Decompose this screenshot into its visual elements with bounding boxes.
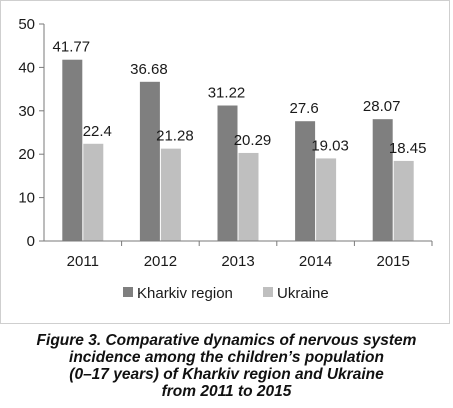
legend-item-ukraine-swatch [263,287,273,297]
bar-ukraine [316,158,337,241]
value-labels: 41.77 22.4 36.68 21.28 31.22 20.29 27.6 19.03 28… [53,39,427,157]
y-tick-label: 10 [18,190,35,207]
figure-caption: Figure 3. Comparative dynamics of nervou… [0,332,453,400]
bars [62,59,414,241]
caption-line-1: Figure 3. Comparative dynamics of nervou… [36,332,417,349]
y-tick-label: 0 [27,233,35,250]
legend: Kharkiv region Ukraine [123,285,329,302]
caption-line-2: incidence among the children’s populatio… [69,349,384,366]
caption-line-3: (0–17 years) of Kharkiv region and Ukrai… [69,366,384,383]
bar-ukraine [238,152,259,241]
x-axis: 2011 2012 2013 2014 2015 [44,240,433,270]
y-axis: 0 10 20 30 40 50 [18,16,45,250]
data-label: 19.03 [311,137,349,154]
data-label: 22.4 [83,123,112,140]
data-label: 27.6 [289,100,318,117]
data-label: 21.28 [156,128,194,145]
x-tick-label: 2012 [144,253,177,270]
x-tick-label: 2014 [299,253,332,270]
x-tick-label: 2015 [377,253,410,270]
y-tick-label: 50 [18,16,35,33]
x-tick-label: 2013 [221,253,254,270]
bar-ukraine [160,148,181,241]
bar-kharkiv [295,121,316,241]
y-tick-label: 20 [18,146,35,163]
data-label: 18.45 [389,140,427,157]
legend-item-kharkiv-swatch [123,287,133,297]
data-label: 36.68 [130,61,168,78]
x-tick-label: 2011 [67,253,99,270]
caption-line-4: from 2011 to 2015 [161,383,292,400]
y-tick-label: 30 [18,103,35,120]
bar-kharkiv [217,105,238,241]
bar-kharkiv [62,59,83,241]
bar-ukraine [83,143,104,241]
data-label: 28.07 [363,98,401,115]
legend-item-kharkiv-label: Kharkiv region [137,285,233,302]
bar-chart: 0 10 20 30 40 50 41.77 22.4 36.68 21.28 31.22 20.2… [18,16,433,302]
data-label: 41.77 [53,39,91,56]
bar-kharkiv [139,81,160,241]
y-tick-label: 40 [18,59,35,76]
bar-ukraine [393,160,414,241]
bar-kharkiv [372,119,393,241]
data-label: 20.29 [234,132,272,149]
data-label: 31.22 [208,85,246,102]
legend-item-ukraine-label: Ukraine [277,285,329,302]
